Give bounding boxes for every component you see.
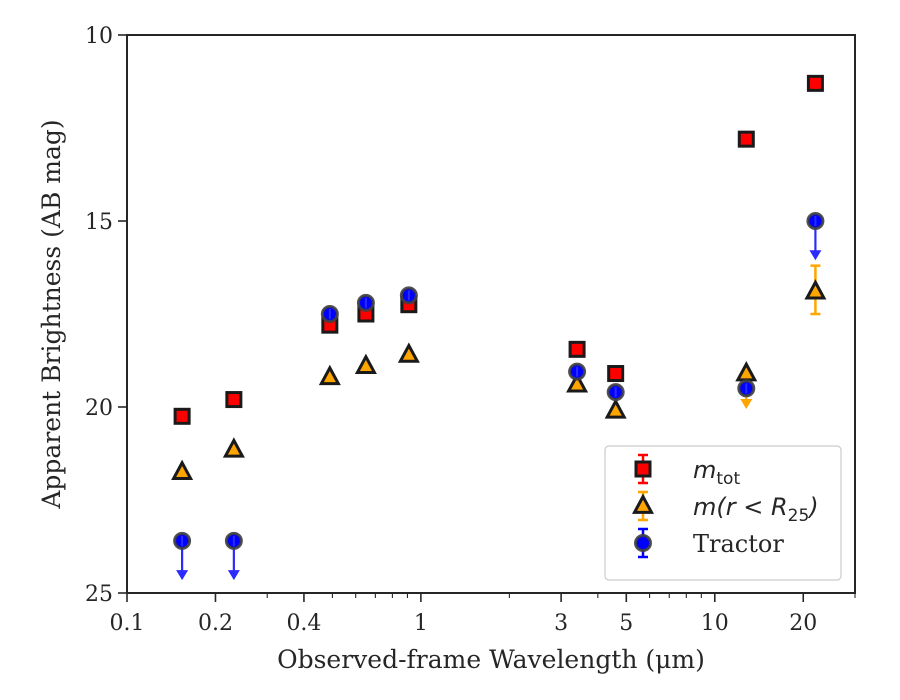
point-triangle <box>318 364 341 386</box>
x-tick-label: 5 <box>619 611 633 636</box>
point-circle-upper-limit-arrow-head <box>176 570 189 581</box>
point-square <box>225 391 243 409</box>
legend-label: m(r < R25) <box>693 493 819 526</box>
point-square <box>737 130 755 148</box>
x-tick-label: 10 <box>701 611 729 636</box>
plot-frame <box>126 34 856 594</box>
y-tick-label: 10 <box>85 24 113 49</box>
y-tick-label: 20 <box>85 396 113 421</box>
legend-marker-circle <box>634 534 652 552</box>
point-triangle <box>222 437 245 458</box>
point-triangle <box>804 279 827 300</box>
x-tick-label: 20 <box>789 611 817 636</box>
point-square <box>806 74 824 92</box>
point-triangle <box>604 398 627 419</box>
point-triangle <box>171 459 194 480</box>
point-triangle <box>397 342 420 363</box>
x-tick-label: 0.4 <box>286 611 321 636</box>
point-circle-upper-limit-arrow-head <box>809 250 822 261</box>
legend-marker-square <box>634 460 652 478</box>
x-tick-label: 3 <box>554 611 568 636</box>
legend: mtot m(r < R25) Tractor <box>604 445 842 581</box>
legend-label: Tractor <box>693 530 784 558</box>
x-tick-label: 1 <box>414 611 428 636</box>
x-axis-title: Observed-frame Wavelength (μm) <box>277 645 705 674</box>
point-circle-upper-limit-arrow-head <box>227 570 240 581</box>
legend-marker-triangle <box>631 493 655 514</box>
x-axis: 0.1 0.2 0.4 1 3 5 10 20 <box>110 593 856 636</box>
point-square <box>568 340 586 358</box>
y-tick-label: 15 <box>85 210 113 235</box>
y-axis: 10 15 20 25 <box>85 24 127 607</box>
point-square <box>607 365 625 383</box>
x-tick-label: 0.2 <box>198 611 233 636</box>
series-circle <box>173 212 825 581</box>
point-triangle-upper-limit-arrow-head <box>740 399 753 409</box>
point-triangle <box>354 353 377 374</box>
point-square <box>173 407 191 425</box>
legend-label: mtot <box>693 456 740 489</box>
x-tick-label: 0.1 <box>110 611 145 636</box>
legend-frame <box>604 445 842 581</box>
y-axis-title: Apparent Brightness (AB mag) <box>37 119 66 509</box>
y-tick-label: 25 <box>85 582 113 607</box>
data-marks <box>171 74 827 581</box>
point-triangle <box>566 372 589 393</box>
